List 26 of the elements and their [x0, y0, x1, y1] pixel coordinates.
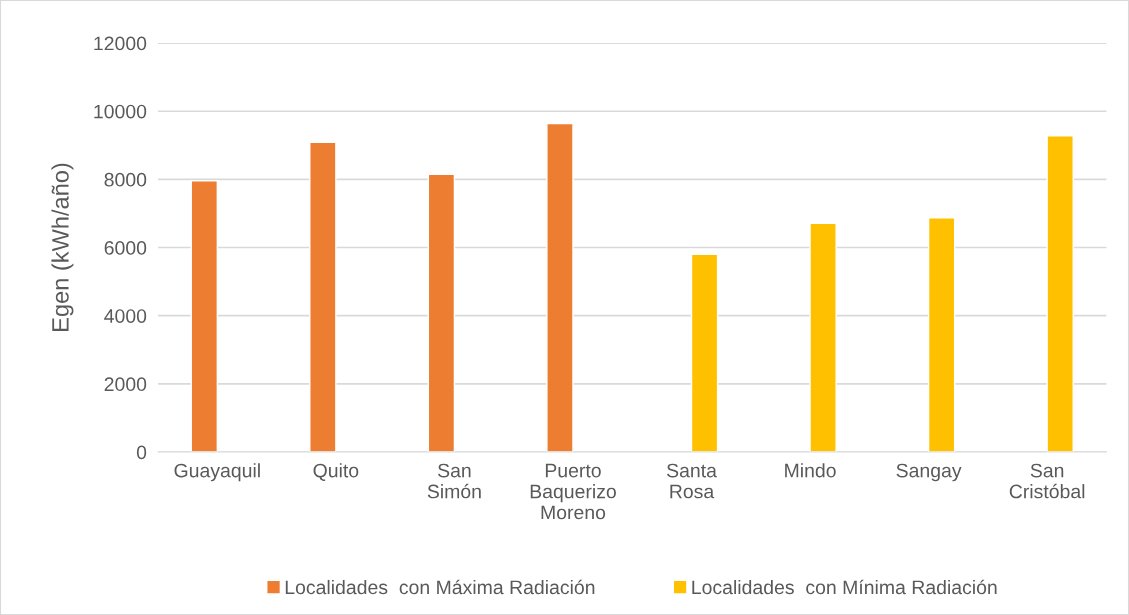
y-tick-label: 0: [136, 445, 147, 460]
bar: [809, 222, 837, 453]
y-tick-label: 10000: [94, 104, 147, 119]
y-tick-label: 8000: [104, 172, 147, 187]
x-tick-label: Puerto Baquerizo Moreno: [530, 463, 616, 520]
bar: [927, 217, 956, 453]
x-tick-label: Quito: [313, 463, 359, 481]
y-tick-label: 12000: [94, 36, 147, 51]
x-tick-label: Sangay: [896, 463, 962, 482]
bar: [546, 122, 574, 453]
bar: [427, 173, 456, 453]
y-tick-label: 2000: [104, 377, 147, 392]
x-tick-label: San Cristóbal: [1009, 463, 1085, 499]
legend-label: Localidades con Máxima Radiación: [285, 579, 595, 595]
y-tick-label: 4000: [104, 309, 147, 323]
x-tick-label: Santa Rosa: [666, 463, 717, 499]
bar: [190, 180, 219, 453]
bar: [1046, 135, 1074, 453]
legend-label: Localidades con Mínima Radiación: [692, 579, 997, 595]
x-tick-label: Guayaquil: [174, 463, 260, 482]
x-tick-label: San Simón: [427, 463, 481, 499]
bar: [309, 141, 337, 453]
bar: [690, 253, 719, 453]
y-tick-label: 6000: [104, 241, 147, 255]
y-axis-title: Egen (kWh/año): [51, 163, 74, 331]
x-tick-label: Mindo: [785, 463, 836, 478]
